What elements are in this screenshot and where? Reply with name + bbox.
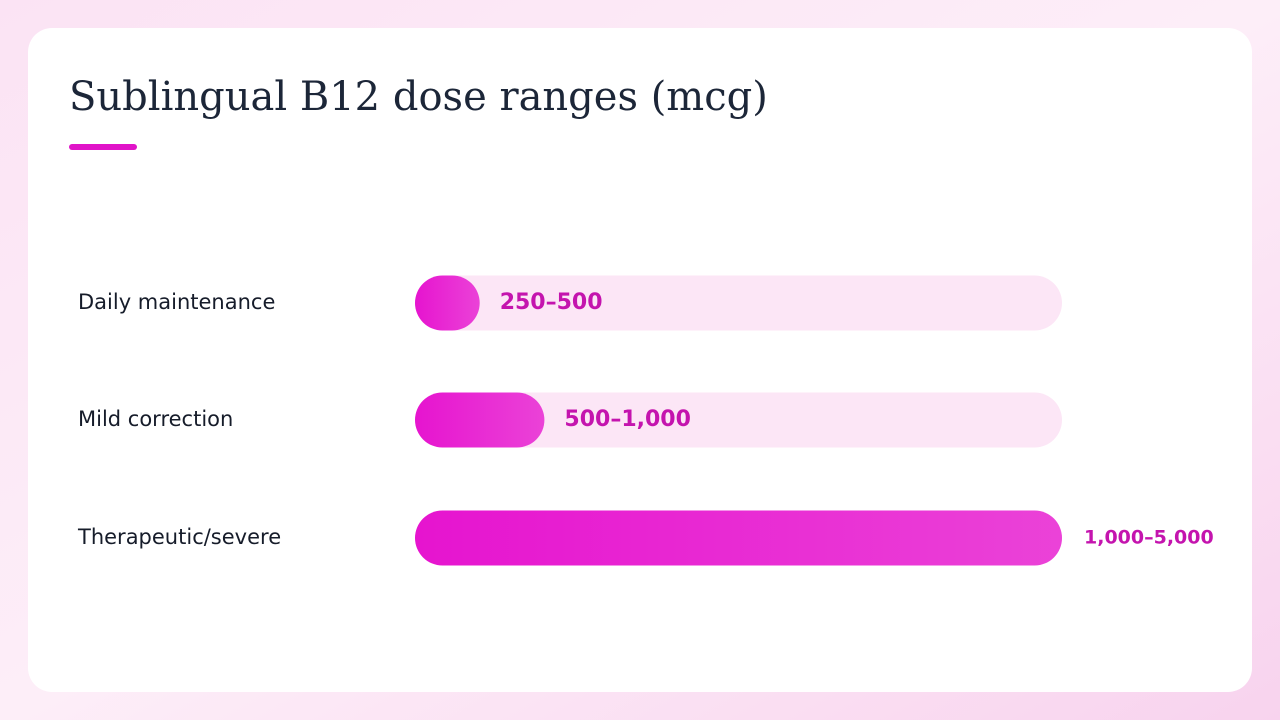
category-label: Mild correction bbox=[78, 407, 233, 431]
value-label: 1,000–5,000 bbox=[1084, 527, 1214, 549]
value-label: 500–1,000 bbox=[564, 407, 691, 432]
chart-title: Sublingual B12 dose ranges (mcg) bbox=[69, 74, 768, 120]
bar bbox=[415, 392, 545, 448]
bar bbox=[415, 510, 1062, 566]
category-label: Daily maintenance bbox=[78, 290, 275, 314]
value-label: 250–500 bbox=[500, 290, 603, 315]
category-label: Therapeutic/severe bbox=[77, 525, 281, 549]
title-underline bbox=[69, 144, 137, 150]
bar-track bbox=[415, 275, 1062, 331]
bar bbox=[415, 275, 480, 331]
plot-area: Daily maintenance 250–500 Mild correction 5… bbox=[77, 275, 1214, 566]
bar-track bbox=[415, 392, 1062, 448]
card bbox=[28, 28, 1252, 692]
